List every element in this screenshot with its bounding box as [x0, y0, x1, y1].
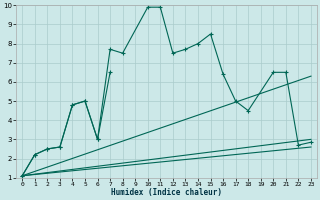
X-axis label: Humidex (Indice chaleur): Humidex (Indice chaleur): [111, 188, 222, 197]
